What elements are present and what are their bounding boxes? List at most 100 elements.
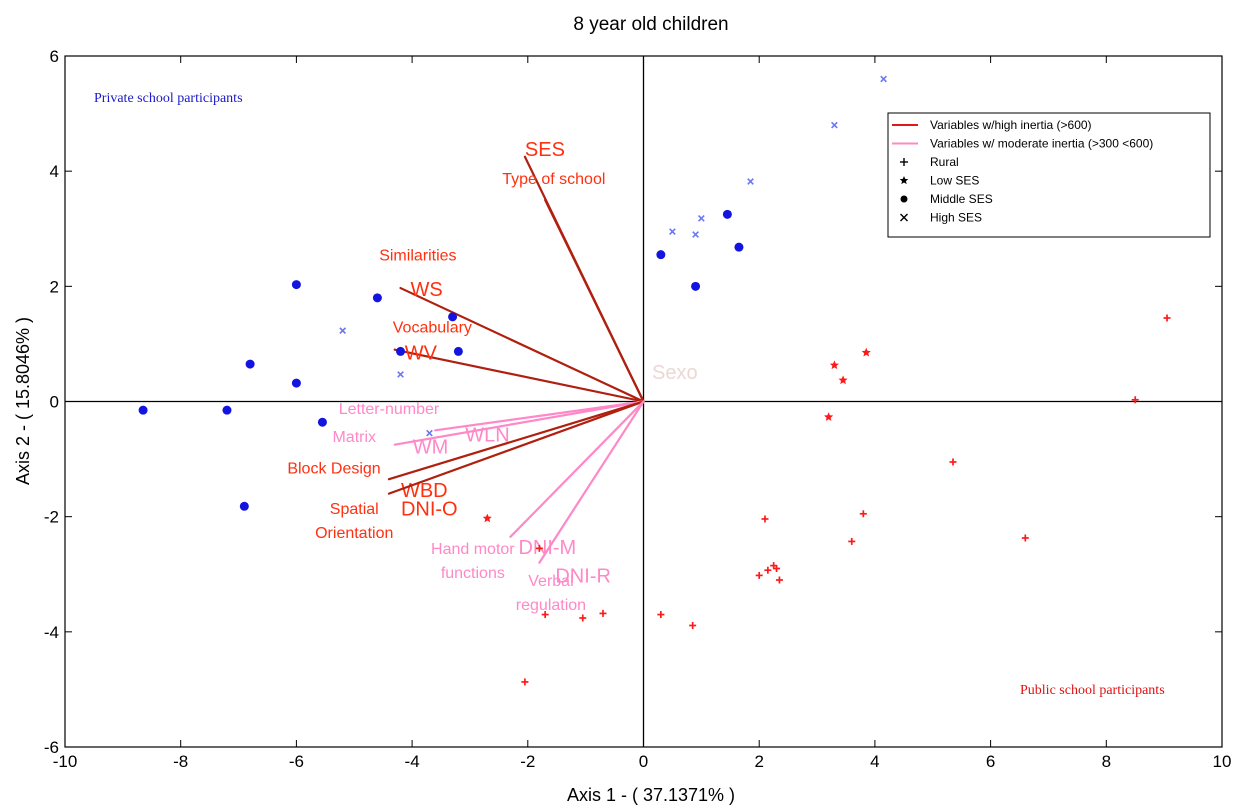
x-tick-label: 8 <box>1102 752 1111 771</box>
vector-name-label: Similarities <box>379 247 456 264</box>
middle-ses-point <box>691 281 701 291</box>
middle-ses-point <box>372 293 382 303</box>
rural-point <box>764 566 772 574</box>
vector-abbr-label: DNI-O <box>401 499 458 521</box>
vector-abbr-label: WM <box>413 437 449 459</box>
vector-name-label: Type of school <box>502 171 605 188</box>
legend-entry-label: Low SES <box>930 174 979 188</box>
rural-point <box>579 614 587 622</box>
low-ses-point <box>482 513 492 523</box>
vector-line <box>538 400 645 564</box>
high-ses-point <box>880 75 887 83</box>
rural-point <box>521 678 529 686</box>
vector-line <box>544 198 645 403</box>
legend-star-icon <box>899 176 909 185</box>
middle-ses-point <box>291 280 301 290</box>
rural-point <box>859 510 867 518</box>
high-ses-point <box>426 429 433 437</box>
vector-name-label: Vocabulary <box>393 319 472 336</box>
x-tick-label: -2 <box>520 752 535 771</box>
x-tick-label: 6 <box>986 752 995 771</box>
vector-line <box>387 400 645 481</box>
y-tick-label: -6 <box>44 738 59 757</box>
x-mark-stroke <box>426 429 433 437</box>
vector-name-label: Block Design <box>287 460 380 477</box>
data-points <box>138 75 1171 686</box>
axes: -10 -8 -6 -4 -2 0 2 4 6 8 10 -6 -4 -2 0 2 4 6 <box>44 47 1232 771</box>
x-tick-label: 2 <box>754 752 763 771</box>
x-tick-label: 0 <box>639 752 648 771</box>
middle-ses-point <box>656 250 666 260</box>
low-ses-point <box>861 347 871 357</box>
rural-point <box>1131 396 1139 404</box>
legend-plus-icon <box>900 158 908 166</box>
y-tick-label: 2 <box>50 277 59 296</box>
vector-name-label: functions <box>441 565 505 582</box>
variable-vectors: SES Type of school WS Similarities WV Vocabul… <box>287 139 645 614</box>
rural-point <box>541 611 549 619</box>
high-ses-point <box>397 371 404 378</box>
rural-point <box>1021 534 1029 542</box>
y-tick-label: 6 <box>50 47 59 66</box>
vector-name-label: Letter-number <box>339 401 440 418</box>
middle-ses-point <box>317 417 327 427</box>
vector-line <box>509 400 645 538</box>
x-tick-label: -6 <box>289 752 304 771</box>
vector-name-label: Orientation <box>315 525 393 542</box>
middle-ses-point <box>448 312 458 322</box>
x-mark-stroke <box>697 215 705 222</box>
vector-abbr-label: DNI-M <box>518 537 576 559</box>
x-mark-stroke <box>397 371 404 378</box>
rural-point <box>761 515 769 523</box>
x-tick-label: 4 <box>870 752 879 771</box>
vector-name-label: Verbal <box>528 573 573 590</box>
middle-ses-point <box>734 242 744 252</box>
vector-line <box>387 400 645 495</box>
x-tick-label: -10 <box>53 752 78 771</box>
rural-point <box>535 544 543 552</box>
rural-point <box>755 571 763 579</box>
chart-title: 8 year old children <box>573 14 728 35</box>
x-tick-label: -8 <box>173 752 188 771</box>
middle-ses-point <box>245 359 255 369</box>
x-mark-stroke <box>692 231 699 238</box>
vector-name-label: Hand motor <box>431 541 515 558</box>
x-mark-stroke <box>880 75 887 83</box>
rural-point <box>848 537 856 545</box>
vector-abbr-label: DNI-R <box>555 566 611 588</box>
legend-entry-label: Variables w/ moderate inertia (>300 <600… <box>930 137 1153 151</box>
public-school-note: Public school participants <box>1020 683 1165 698</box>
legend-box <box>887 112 1211 238</box>
vector-line <box>434 400 645 432</box>
legend-entry-label: Rural <box>930 155 959 169</box>
y-tick-label: -4 <box>44 623 59 642</box>
rural-point <box>657 611 665 619</box>
high-ses-point <box>747 178 754 185</box>
x-mark-stroke <box>339 327 347 335</box>
middle-ses-point <box>222 405 232 415</box>
vector-line <box>399 286 645 403</box>
low-ses-point <box>838 375 848 385</box>
rural-point <box>773 564 781 572</box>
rural-point <box>949 458 957 466</box>
rural-point <box>1163 314 1171 322</box>
middle-ses-point <box>291 378 301 388</box>
legend-entry-label: Middle SES <box>930 192 993 206</box>
vector-abbr-label: WV <box>405 343 438 365</box>
legend: Variables w/high inertia (>600) Variables… <box>887 112 1211 238</box>
legend-x-icon <box>900 213 908 222</box>
legend-dot-icon <box>900 195 908 203</box>
y-axis-label: Axis 2 - ( 15.8046% ) <box>13 317 33 485</box>
x-mark-stroke <box>747 178 754 185</box>
x-mark-stroke <box>900 213 908 222</box>
high-ses-point <box>697 215 705 222</box>
low-ses-point <box>829 360 839 370</box>
vector-line <box>393 348 645 403</box>
high-ses-point <box>831 121 838 129</box>
middle-ses-point <box>453 346 463 356</box>
x-tick-label: 10 <box>1213 752 1232 771</box>
high-ses-point <box>339 327 347 335</box>
x-mark-stroke <box>669 228 676 235</box>
vector-name-label: Matrix <box>332 429 376 446</box>
